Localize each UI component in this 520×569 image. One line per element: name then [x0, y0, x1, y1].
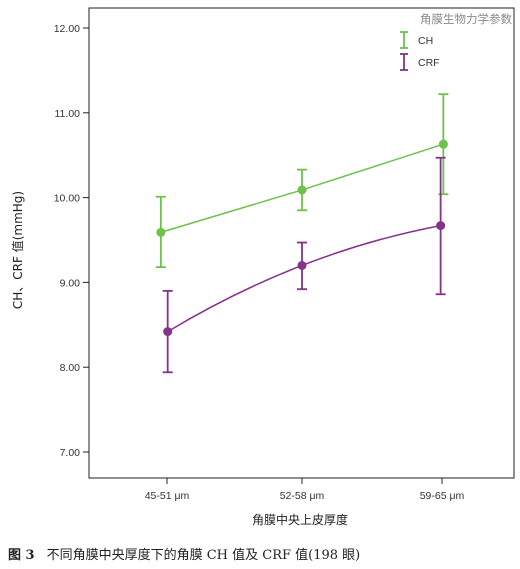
- legend-label-ch: CH: [418, 35, 433, 47]
- data-point-ch: [297, 185, 307, 195]
- x-tick-label: 45-51 μm: [145, 490, 190, 502]
- y-tick-label: 9.00: [60, 277, 81, 289]
- figure-caption-text: 不同角膜中央厚度下的角膜 CH 值及 CRF 值(198 眼): [46, 548, 361, 563]
- legend-symbol-crf: [400, 53, 408, 71]
- legend-label-crf: CRF: [418, 57, 440, 69]
- y-tick-label: 11.00: [55, 108, 81, 120]
- x-axis: 45-51 μm 52-58 μm 59-65 μm: [145, 478, 465, 502]
- data-point-crf: [436, 221, 446, 231]
- y-tick-label: 12.00: [54, 23, 80, 35]
- data-point-ch: [156, 227, 166, 237]
- data-point-ch: [438, 139, 448, 149]
- series-crf: [162, 156, 446, 374]
- y-tick-label: 10.00: [54, 193, 80, 205]
- figure-label: 图 3: [8, 548, 35, 563]
- series-layer: [155, 93, 449, 374]
- legend-title: 角膜生物力学参数: [420, 12, 512, 26]
- y-tick-label: 8.00: [60, 362, 81, 374]
- figure-caption: 图 3 不同角膜中央厚度下的角膜 CH 值及 CRF 值(198 眼): [8, 544, 360, 563]
- y-axis: 7.00 8.00 9.00 10.00 11.00 12.00: [54, 23, 89, 459]
- series-ch: [155, 93, 449, 269]
- legend-symbol-ch: [400, 31, 408, 49]
- x-tick-label: 52-58 μm: [280, 490, 325, 502]
- y-axis-title: CH、CRF 值(mmHg): [10, 191, 25, 309]
- x-axis-title: 角膜中央上皮厚度: [252, 512, 348, 527]
- data-point-crf: [163, 327, 173, 337]
- series-line-crf: [167, 224, 441, 333]
- y-tick-label: 7.00: [60, 447, 81, 459]
- data-point-crf: [297, 260, 307, 270]
- legend: 角膜生物力学参数 CH CRF: [400, 12, 512, 71]
- x-tick-label: 59-65 μm: [420, 490, 465, 502]
